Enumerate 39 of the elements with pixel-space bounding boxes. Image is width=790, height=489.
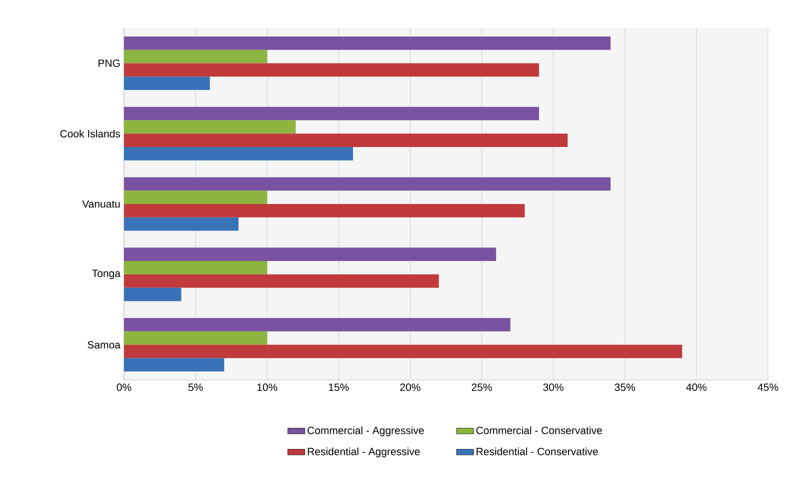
- bar: [124, 50, 268, 64]
- x-tick-label: 30%: [543, 384, 564, 391]
- bar: [124, 120, 296, 134]
- x-tick-label: 20%: [400, 384, 420, 391]
- legend-label: Commercial - Aggressive: [308, 426, 424, 436]
- bar: [124, 288, 182, 302]
- bar: [124, 318, 510, 332]
- legend-label: Residential - Conservative: [476, 448, 598, 456]
- bar: [124, 248, 496, 262]
- bar: [124, 76, 210, 90]
- y-tick-label: Vanuatu: [82, 200, 120, 208]
- x-tick-label: 45%: [758, 384, 778, 391]
- bar: [124, 204, 525, 218]
- y-tick-label: Tonga: [92, 270, 120, 280]
- bar: [124, 36, 611, 50]
- bar: [124, 146, 353, 160]
- legend-label: Residential - Aggressive: [308, 448, 420, 458]
- x-tick-label: 35%: [614, 384, 636, 391]
- bar: [124, 261, 268, 274]
- bar: [124, 331, 268, 345]
- bar: [124, 358, 224, 372]
- bar: [124, 190, 268, 204]
- x-tick-label: 10%: [257, 384, 278, 391]
- y-tick-label: PNG: [98, 59, 120, 67]
- bar: [124, 63, 540, 77]
- bar: [124, 217, 238, 231]
- y-tick-label: Cook Islands: [60, 130, 120, 138]
- x-tick-label: 25%: [472, 384, 492, 391]
- bar: [124, 177, 611, 191]
- legend-label: Commercial - Conservative: [476, 426, 602, 434]
- y-tick-label: Samoa: [88, 341, 120, 349]
- x-tick-label: 40%: [686, 384, 707, 391]
- x-tick-label: 0%: [116, 384, 132, 391]
- bar: [124, 274, 439, 288]
- x-tick-label: 5%: [188, 384, 203, 391]
- bar: [124, 344, 682, 358]
- bar: [124, 106, 540, 120]
- bar: [124, 134, 568, 147]
- x-tick-label: 15%: [328, 384, 349, 391]
